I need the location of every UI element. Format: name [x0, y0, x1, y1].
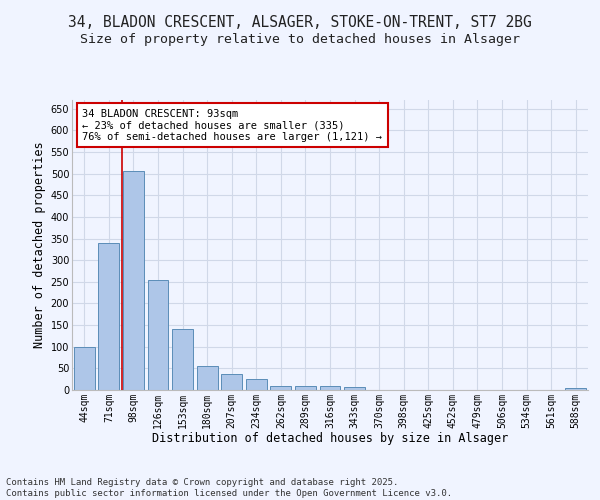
Bar	[295, 386, 316, 390]
Text: Contains HM Land Registry data © Crown copyright and database right 2025.
Contai: Contains HM Land Registry data © Crown c…	[6, 478, 452, 498]
Text: 34 BLADON CRESCENT: 93sqm
← 23% of detached houses are smaller (335)
76% of semi: 34 BLADON CRESCENT: 93sqm ← 23% of detac…	[82, 108, 382, 142]
Text: Size of property relative to detached houses in Alsager: Size of property relative to detached ho…	[80, 32, 520, 46]
Bar	[98, 243, 119, 390]
Bar	[148, 280, 169, 390]
Bar	[172, 330, 193, 390]
X-axis label: Distribution of detached houses by size in Alsager: Distribution of detached houses by size …	[152, 432, 508, 445]
Bar	[221, 374, 242, 390]
Bar	[123, 170, 144, 390]
Text: 34, BLADON CRESCENT, ALSAGER, STOKE-ON-TRENT, ST7 2BG: 34, BLADON CRESCENT, ALSAGER, STOKE-ON-T…	[68, 15, 532, 30]
Y-axis label: Number of detached properties: Number of detached properties	[34, 142, 46, 348]
Bar	[320, 386, 340, 390]
Bar	[271, 386, 292, 390]
Bar	[197, 366, 218, 390]
Bar	[246, 379, 267, 390]
Bar	[565, 388, 586, 390]
Bar	[74, 346, 95, 390]
Bar	[344, 387, 365, 390]
